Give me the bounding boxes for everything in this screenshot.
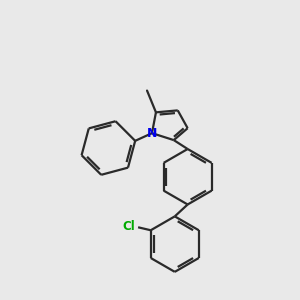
Text: N: N — [147, 127, 157, 140]
Text: Cl: Cl — [123, 220, 136, 233]
